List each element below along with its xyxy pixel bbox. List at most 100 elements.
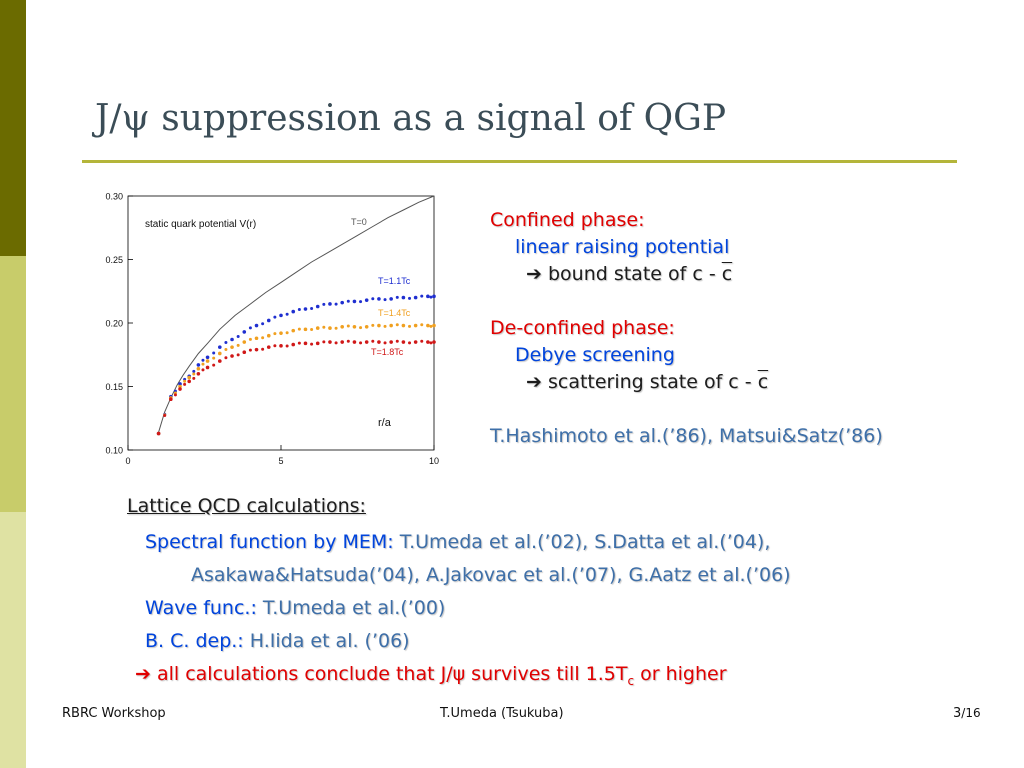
deconfined-result: ➔ scattering state of c - c: [490, 369, 883, 396]
footer-center: T.Umeda (Tsukuba): [440, 706, 564, 721]
data-point: [218, 345, 222, 349]
data-point: [429, 341, 433, 345]
data-point: [297, 327, 301, 331]
arrow-icon: ➔: [135, 663, 151, 685]
data-point: [236, 335, 240, 338]
data-point: [413, 323, 418, 328]
slide-title: J/ψ suppression as a signal of QGP: [95, 98, 727, 139]
data-point: [340, 325, 344, 329]
data-point: [187, 379, 191, 384]
data-point: [303, 307, 308, 311]
data-point: [364, 298, 369, 302]
data-point: [187, 375, 191, 380]
data-point: [192, 376, 196, 380]
data-point: [371, 339, 375, 343]
data-point: [328, 302, 332, 306]
data-point: [359, 300, 363, 304]
confined-description: linear raising potential: [515, 236, 730, 258]
data-point: [322, 340, 326, 344]
conclusion-tail: or higher: [634, 663, 727, 685]
data-point: [192, 369, 196, 373]
data-point: [196, 363, 201, 367]
bc-refs: H.Iida et al. (’06): [243, 630, 410, 652]
data-point: [230, 345, 234, 349]
series-label: T=0: [351, 217, 367, 227]
spectral-refs-continued: Asakawa&Hatsuda(’04), A.Jakovac et al.(’…: [191, 564, 791, 586]
data-point: [212, 351, 216, 355]
data-point: [340, 340, 344, 344]
data-point: [310, 342, 314, 346]
data-point: [310, 307, 314, 311]
data-point: [205, 359, 210, 363]
data-point: [340, 300, 344, 305]
data-point: [266, 318, 271, 323]
data-point: [218, 359, 222, 363]
wave-refs: T.Umeda et al.(’00): [256, 597, 446, 619]
data-point: [432, 294, 436, 299]
footer-left: RBRC Workshop: [62, 706, 166, 721]
conclusion-text: all calculations conclude that J/ψ survi…: [150, 663, 628, 685]
data-point: [297, 341, 301, 345]
lattice-heading: Lattice QCD calculations:: [127, 495, 366, 517]
data-point: [212, 356, 216, 360]
data-point: [248, 337, 252, 341]
sidebar-band-mid: [0, 256, 26, 512]
page-number: 3: [953, 706, 962, 721]
data-point: [279, 313, 283, 318]
references: T.Hashimoto et al.(’86), Matsui&Satz(’86…: [490, 425, 883, 447]
data-point: [364, 325, 369, 329]
data-point: [273, 344, 277, 348]
data-point: [248, 326, 252, 330]
y-tick-label: 0.15: [105, 382, 123, 392]
data-point: [408, 296, 412, 300]
data-point: [359, 341, 363, 345]
data-point: [383, 298, 387, 302]
data-point: [183, 379, 187, 383]
data-point: [371, 297, 375, 301]
series-label: T=1.4Tc: [378, 308, 411, 318]
data-point: [383, 324, 387, 328]
data-point: [242, 340, 247, 344]
data-point: [254, 347, 259, 352]
spacer: [490, 396, 883, 423]
x-tick-label: 10: [429, 456, 439, 466]
data-point: [364, 340, 369, 344]
series-line-t0: [158, 195, 435, 433]
data-point: [224, 348, 228, 352]
data-point: [201, 362, 205, 366]
data-point: [169, 397, 173, 401]
confined-label: Confined phase:: [490, 209, 645, 231]
data-point: [420, 294, 424, 298]
data-point: [236, 343, 240, 347]
chart-x-label: r/a: [378, 417, 392, 429]
data-point: [291, 309, 296, 314]
data-point: [408, 324, 412, 328]
data-point: [322, 302, 326, 306]
data-point: [395, 339, 399, 343]
wave-label: Wave func.:: [145, 597, 257, 619]
data-point: [303, 341, 308, 346]
data-point: [183, 382, 187, 386]
data-point: [395, 295, 399, 299]
data-point: [328, 340, 332, 344]
data-point: [205, 355, 210, 360]
data-point: [377, 323, 381, 328]
y-tick-label: 0.25: [105, 255, 123, 265]
data-point: [242, 350, 247, 355]
data-point: [389, 340, 393, 344]
wave-line: Wave func.: T.Umeda et al.(’00): [127, 592, 791, 625]
potential-chart: static quark potential V(r) r/a 0.10 0.15…: [105, 192, 439, 467]
data-point: [178, 382, 182, 386]
data-point: [285, 344, 289, 348]
data-point: [315, 326, 320, 330]
data-point: [352, 299, 357, 304]
data-point: [352, 325, 357, 329]
data-point: [426, 294, 430, 299]
data-point: [426, 323, 430, 328]
data-point: [196, 366, 201, 371]
data-point: [212, 363, 216, 367]
data-point: [196, 372, 201, 376]
data-point: [420, 339, 424, 343]
data-point: [408, 341, 412, 345]
data-point: [279, 344, 283, 348]
